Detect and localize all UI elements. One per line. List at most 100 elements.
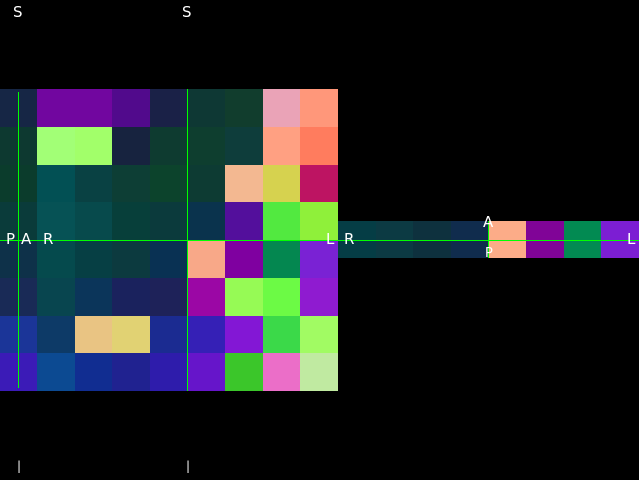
voxel-cell: [413, 221, 451, 258]
voxel-cell: [187, 353, 226, 391]
voxel-cell: [37, 164, 75, 203]
voxel-cell: [18, 277, 37, 316]
view-3-left-label: R: [344, 230, 355, 248]
voxel-cell: [74, 89, 113, 127]
voxel-cell: [300, 353, 338, 391]
voxel-cell: [149, 315, 188, 354]
voxel-cell: [0, 315, 18, 354]
voxel-cell: [112, 277, 150, 316]
voxel-cell: [300, 240, 338, 278]
view-2-left-label: R: [43, 230, 54, 248]
voxel-cell: [74, 240, 113, 278]
voxel-cell: [18, 353, 37, 391]
voxel-cell: [112, 353, 150, 391]
voxel-cell: [262, 202, 301, 240]
voxel-cell: [262, 315, 301, 354]
voxel-cell: [300, 315, 338, 354]
view-1-top-label: S: [13, 3, 23, 21]
view-2-bottom-label: |: [186, 459, 191, 473]
view-2-top-label: S: [182, 3, 192, 21]
voxel-cell: [262, 126, 301, 165]
voxel-cell: [37, 126, 75, 165]
voxel-cell: [225, 89, 263, 127]
voxel-cell: [37, 277, 75, 316]
voxel-cell: [300, 126, 338, 165]
voxel-cell: [187, 277, 226, 316]
voxel-cell: [338, 221, 376, 258]
voxel-cell: [225, 277, 263, 316]
voxel-cell: [18, 89, 37, 127]
voxel-cell: [0, 164, 18, 203]
voxel-cell: [149, 277, 188, 316]
voxel-cell: [488, 221, 527, 258]
voxel-cell: [112, 315, 150, 354]
voxel-cell: [112, 202, 150, 240]
voxel-cell: [18, 315, 37, 354]
voxel-cell: [112, 89, 150, 127]
voxel-cell: [149, 353, 188, 391]
voxel-cell: [74, 126, 113, 165]
voxel-cell: [187, 202, 226, 240]
voxel-cell: [149, 240, 188, 278]
voxel-cell: [262, 240, 301, 278]
voxel-cell: [300, 89, 338, 127]
voxel-cell: [37, 202, 75, 240]
view-1-image[interactable]: [0, 89, 338, 391]
voxel-cell: [187, 89, 226, 127]
voxel-cell: [450, 221, 489, 258]
voxel-cell: [0, 126, 18, 165]
voxel-cell: [262, 164, 301, 203]
voxel-cell: [74, 315, 113, 354]
voxel-cell: [149, 126, 188, 165]
voxel-cell: [563, 221, 602, 258]
voxel-cell: [37, 89, 75, 127]
voxel-cell: [74, 164, 113, 203]
voxel-cell: [300, 202, 338, 240]
voxel-cell: [37, 315, 75, 354]
voxel-cell: [74, 202, 113, 240]
voxel-cell: [0, 89, 18, 127]
voxel-cell: [149, 89, 188, 127]
voxel-cell: [18, 202, 37, 240]
view-1-bottom-label: |: [17, 459, 22, 473]
voxel-cell: [149, 164, 188, 203]
voxel-cell: [262, 277, 301, 316]
voxel-cell: [225, 315, 263, 354]
voxel-cell: [0, 202, 18, 240]
view-3-bottom-label: P: [485, 246, 493, 261]
voxel-cell: [74, 353, 113, 391]
voxel-cell: [262, 89, 301, 127]
view-2-right-label: L: [326, 230, 335, 248]
voxel-cell: [18, 240, 37, 278]
voxel-cell: [187, 126, 226, 165]
voxel-cell: [526, 221, 564, 258]
voxel-cell: [74, 277, 113, 316]
voxel-cell: [112, 164, 150, 203]
voxel-cell: [601, 221, 639, 258]
crosshair-vertical-line: [488, 221, 489, 258]
voxel-cell: [0, 353, 18, 391]
voxel-cell: [187, 240, 226, 278]
view-1-right-label: A: [21, 230, 32, 248]
voxel-cell: [187, 315, 226, 354]
voxel-cell: [262, 353, 301, 391]
voxel-cell: [225, 353, 263, 391]
voxel-cell: [187, 164, 226, 203]
voxel-cell: [300, 164, 338, 203]
voxel-cell: [112, 126, 150, 165]
view-1-left-label: P: [6, 230, 16, 248]
view-3-top-label: A: [483, 213, 494, 231]
crosshair-horizontal-line: [0, 240, 639, 241]
voxel-cell: [0, 240, 18, 278]
voxel-cell: [375, 221, 414, 258]
voxel-cell: [225, 202, 263, 240]
voxel-cell: [37, 353, 75, 391]
view-3-image[interactable]: [338, 221, 639, 258]
voxel-cell: [37, 240, 75, 278]
voxel-cell: [225, 240, 263, 278]
voxel-cell: [112, 240, 150, 278]
voxel-cell: [225, 164, 263, 203]
view-3-right-label: L: [627, 230, 636, 248]
voxel-cell: [225, 126, 263, 165]
